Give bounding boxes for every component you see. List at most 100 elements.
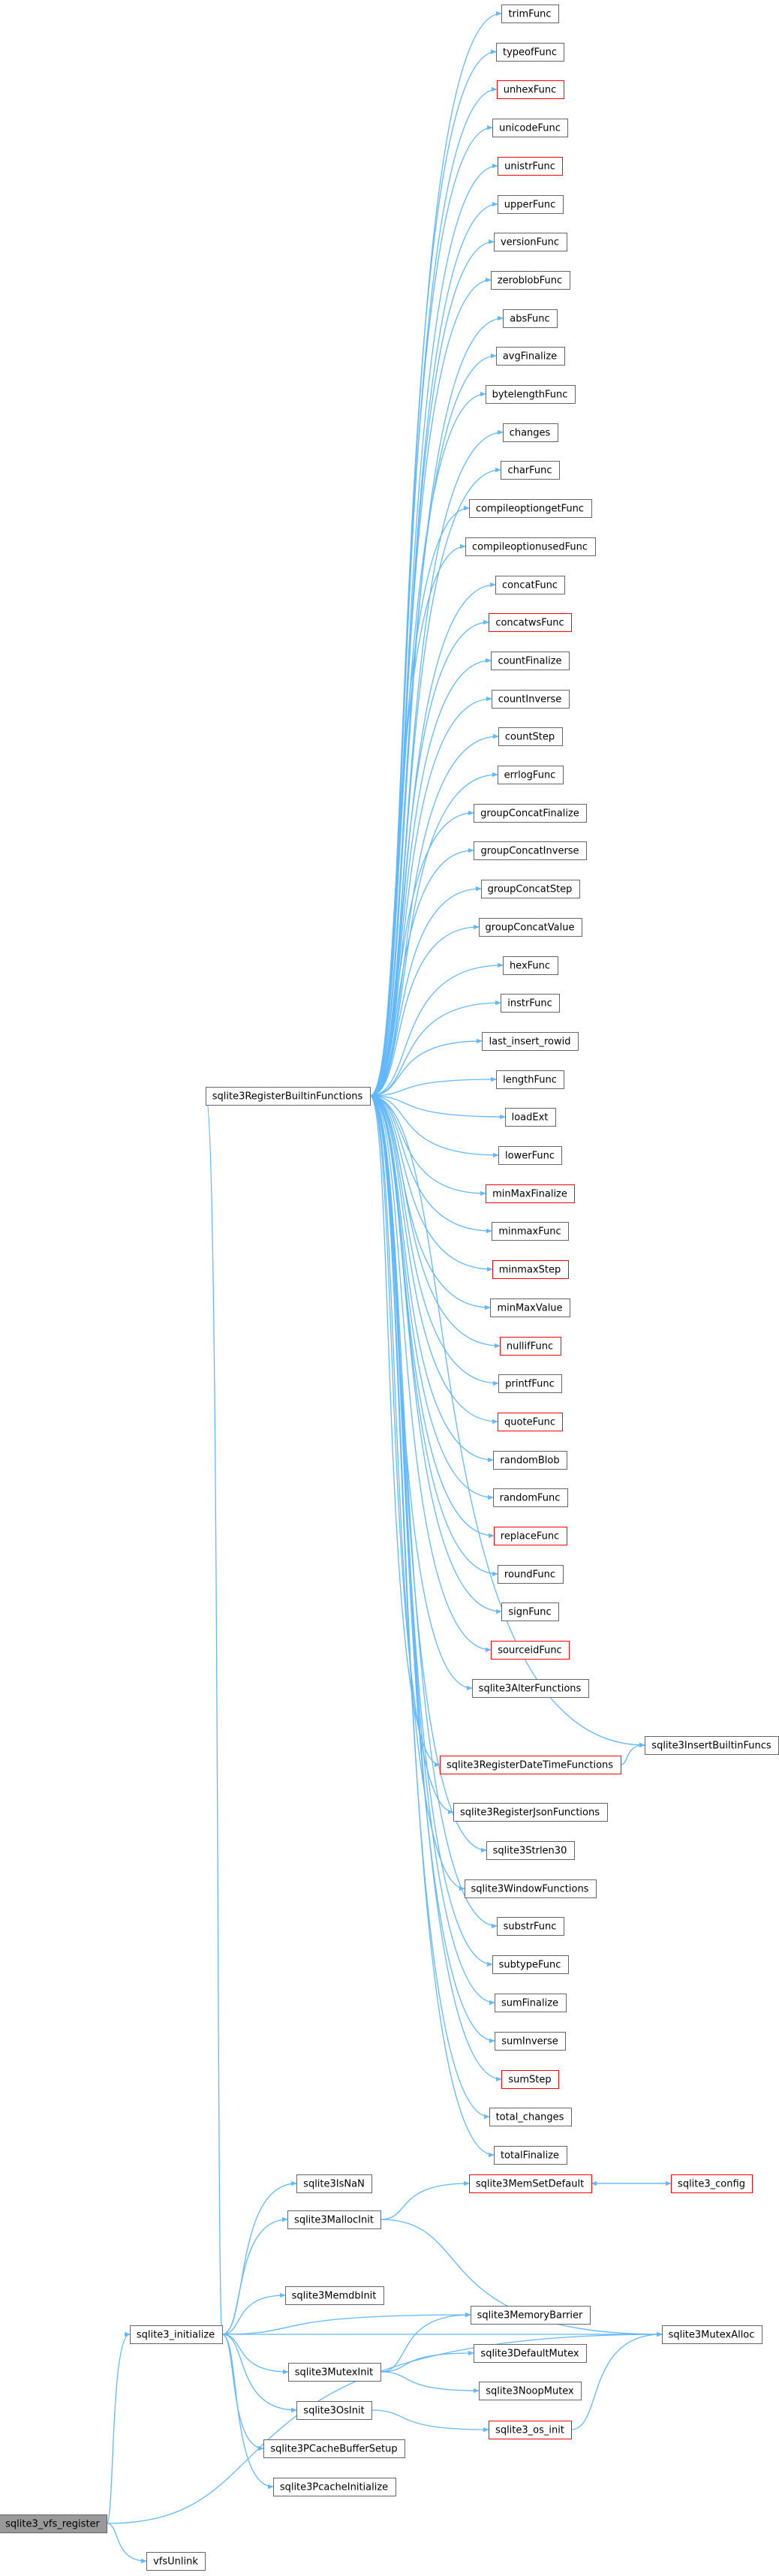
node-box[interactable] (474, 2344, 587, 2363)
node-sqlite3MemSetDefault[interactable]: sqlite3MemSetDefault (469, 2174, 592, 2193)
node-countFinalize[interactable]: countFinalize (491, 652, 570, 670)
node-countStep[interactable]: countStep (498, 727, 563, 746)
node-totalFinalize[interactable]: totalFinalize (494, 2146, 567, 2165)
node-upperFunc[interactable]: upperFunc (498, 195, 564, 214)
node-box[interactable] (500, 1337, 561, 1356)
node-box[interactable] (479, 2382, 582, 2400)
node-last_insert_rowid[interactable]: last_insert_rowid (482, 1032, 579, 1051)
node-substrFunc[interactable]: substrFunc (497, 1917, 564, 1936)
node-box[interactable] (469, 2174, 592, 2193)
node-box[interactable] (498, 1565, 564, 1584)
node-randomFunc[interactable]: randomFunc (493, 1488, 568, 1507)
node-quoteFunc[interactable]: quoteFunc (498, 1413, 563, 1431)
node-unistrFunc[interactable]: unistrFunc (498, 157, 563, 176)
node-box[interactable] (492, 1955, 569, 1974)
node-box[interactable] (498, 1146, 562, 1165)
node-box[interactable] (501, 2070, 559, 2089)
node-box[interactable] (501, 1602, 559, 1621)
node-errlogFunc[interactable]: errlogFunc (498, 766, 564, 784)
node-box[interactable] (486, 385, 576, 404)
node-sqlite3MutexAlloc[interactable]: sqlite3MutexAlloc (662, 2325, 762, 2344)
node-sqlite3WindowFunctions[interactable]: sqlite3WindowFunctions (465, 1879, 597, 1898)
node-sqlite3DefaultMutex[interactable]: sqlite3DefaultMutex (474, 2344, 587, 2363)
node-box[interactable] (492, 1260, 569, 1279)
node-charFunc[interactable]: charFunc (501, 461, 560, 480)
node-box[interactable] (474, 841, 587, 860)
node-groupConcatStep[interactable]: groupConcatStep (481, 880, 580, 898)
node-printfFunc[interactable]: printfFunc (498, 1374, 562, 1393)
node-box[interactable] (501, 461, 560, 480)
node-box[interactable] (287, 2210, 381, 2229)
node-box[interactable] (482, 1032, 579, 1051)
node-box[interactable] (662, 2325, 762, 2344)
node-box[interactable] (490, 1299, 570, 1317)
node-sqlite3MemoryBarrier[interactable]: sqlite3MemoryBarrier (471, 2306, 591, 2325)
node-box[interactable] (296, 2401, 372, 2420)
node-sqlite3MemdbInit[interactable]: sqlite3MemdbInit (285, 2286, 384, 2305)
node-box[interactable] (489, 2108, 572, 2126)
node-box[interactable] (497, 80, 564, 99)
node-compileoptiongetFunc[interactable]: compileoptiongetFunc (469, 499, 592, 518)
node-sqlite3NoopMutex[interactable]: sqlite3NoopMutex (479, 2382, 582, 2400)
node-box[interactable] (469, 499, 592, 518)
node-box[interactable] (0, 2514, 107, 2533)
node-vfsUnlink[interactable]: vfsUnlink (146, 2552, 206, 2571)
node-sqlite3MutexInit[interactable]: sqlite3MutexInit (288, 2363, 381, 2382)
node-sqlite3Strlen30[interactable]: sqlite3Strlen30 (486, 1841, 575, 1860)
node-minMaxValue[interactable]: minMaxValue (490, 1299, 570, 1317)
node-concatwsFunc[interactable]: concatwsFunc (489, 613, 572, 632)
node-box[interactable] (465, 537, 596, 556)
node-box[interactable] (503, 423, 558, 442)
node-box[interactable] (671, 2174, 753, 2193)
node-box[interactable] (498, 195, 564, 214)
node-sumInverse[interactable]: sumInverse (495, 2032, 566, 2051)
node-sqlite3PCacheBufferSetup[interactable]: sqlite3PCacheBufferSetup (263, 2439, 405, 2458)
node-countInverse[interactable]: countInverse (492, 690, 570, 709)
node-box[interactable] (288, 2363, 381, 2382)
node-box[interactable] (285, 2286, 384, 2305)
node-box[interactable] (496, 1070, 564, 1089)
node-box[interactable] (471, 2306, 591, 2325)
node-box[interactable] (494, 233, 567, 251)
node-instrFunc[interactable]: instrFunc (501, 994, 560, 1013)
node-box[interactable] (263, 2439, 405, 2458)
node-box[interactable] (645, 1736, 779, 1755)
node-randomBlob[interactable]: randomBlob (493, 1451, 567, 1470)
node-unhexFunc[interactable]: unhexFunc (497, 80, 564, 99)
node-changes[interactable]: changes (503, 423, 558, 442)
node-replaceFunc[interactable]: replaceFunc (494, 1527, 567, 1545)
node-versionFunc[interactable]: versionFunc (494, 233, 567, 251)
node-box[interactable] (503, 956, 558, 975)
node-box[interactable] (146, 2552, 206, 2571)
node-box[interactable] (465, 1879, 597, 1898)
node-box[interactable] (481, 880, 580, 898)
node-sqlite3RegisterJsonFunctions[interactable]: sqlite3RegisterJsonFunctions (453, 1803, 608, 1822)
node-box[interactable] (501, 994, 560, 1013)
node-box[interactable] (206, 1087, 371, 1106)
node-roundFunc[interactable]: roundFunc (498, 1565, 564, 1584)
node-nullifFunc[interactable]: nullifFunc (500, 1337, 561, 1356)
node-box[interactable] (489, 613, 572, 632)
node-box[interactable] (497, 1917, 564, 1936)
node-minMaxFinalize[interactable]: minMaxFinalize (486, 1184, 575, 1203)
node-sqlite3OsInit[interactable]: sqlite3OsInit (296, 2401, 372, 2420)
node-sqlite3_vfs_register[interactable]: sqlite3_vfs_register (0, 2514, 107, 2533)
node-lengthFunc[interactable]: lengthFunc (496, 1070, 564, 1089)
node-loadExt[interactable]: loadExt (505, 1108, 556, 1127)
node-groupConcatValue[interactable]: groupConcatValue (479, 918, 582, 937)
node-subtypeFunc[interactable]: subtypeFunc (492, 1955, 569, 1974)
node-box[interactable] (492, 690, 570, 709)
node-box[interactable] (495, 2032, 566, 2051)
node-hexFunc[interactable]: hexFunc (503, 956, 558, 975)
node-box[interactable] (472, 1679, 589, 1698)
node-box[interactable] (498, 766, 564, 784)
node-concatFunc[interactable]: concatFunc (495, 576, 565, 594)
node-avgFinalize[interactable]: avgFinalize (496, 347, 565, 366)
node-sqlite3RegisterDateTimeFunctions[interactable]: sqlite3RegisterDateTimeFunctions (440, 1756, 621, 1774)
node-box[interactable] (491, 271, 570, 290)
node-box[interactable] (273, 2478, 396, 2496)
node-sqlite3_initialize[interactable]: sqlite3_initialize (130, 2325, 223, 2344)
node-box[interactable] (496, 43, 564, 62)
node-box[interactable] (505, 1108, 556, 1127)
node-groupConcatInverse[interactable]: groupConcatInverse (474, 841, 587, 860)
